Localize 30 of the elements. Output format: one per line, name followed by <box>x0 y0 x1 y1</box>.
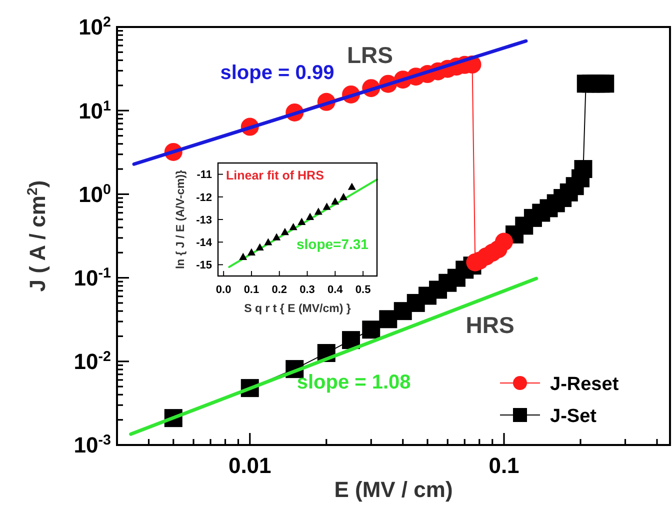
y-tick-label: -13 <box>196 214 212 226</box>
series-label: slope = 0.99 <box>220 62 334 84</box>
y-tick-label: 10$^{-3}$ <box>74 432 112 458</box>
annotation: HRS <box>466 312 514 338</box>
y-tick-label: 10$^{0}$ <box>78 182 112 207</box>
annotation: LRS <box>347 42 393 68</box>
x-tick-label: 0.01 <box>228 453 272 478</box>
y-tick-label: -14 <box>196 236 213 249</box>
series-label: slope = 1.08 <box>296 372 411 394</box>
y-tick-label: -11 <box>196 169 212 182</box>
y-axis-title: ln { J / E (A/V-cm)} <box>175 169 187 270</box>
x-tick-label: 0.3 <box>300 284 315 296</box>
x-axis-title: S q r t { E (MV/cm) } <box>244 303 352 315</box>
y-tick-label: 10$^{-2}$ <box>74 349 112 374</box>
y-tick-label: 10$^{1}$ <box>78 98 112 124</box>
y-tick-label: -12 <box>196 192 212 204</box>
x-tick-label: 0.1 <box>488 453 520 478</box>
chart-title: Linear fit of HRS <box>226 168 324 182</box>
y-tick-label: -15 <box>196 260 212 272</box>
legend-label: J-Reset <box>550 374 620 395</box>
x-axis-title: E (MV / cm) <box>334 477 453 502</box>
series-label: slope=7.31 <box>296 236 369 252</box>
x-tick-label: 0.1 <box>244 284 260 296</box>
legend-label: J-Set <box>550 406 598 427</box>
x-tick-label: 0.2 <box>272 284 288 296</box>
y-tick-label: 10$^{2}$ <box>78 14 112 40</box>
x-tick-label: 0.5 <box>355 284 371 296</box>
y-tick-label: 10$^{-1}$ <box>74 266 112 290</box>
x-tick-label: 0.4 <box>328 284 344 296</box>
x-tick-label: 0.0 <box>216 284 232 296</box>
